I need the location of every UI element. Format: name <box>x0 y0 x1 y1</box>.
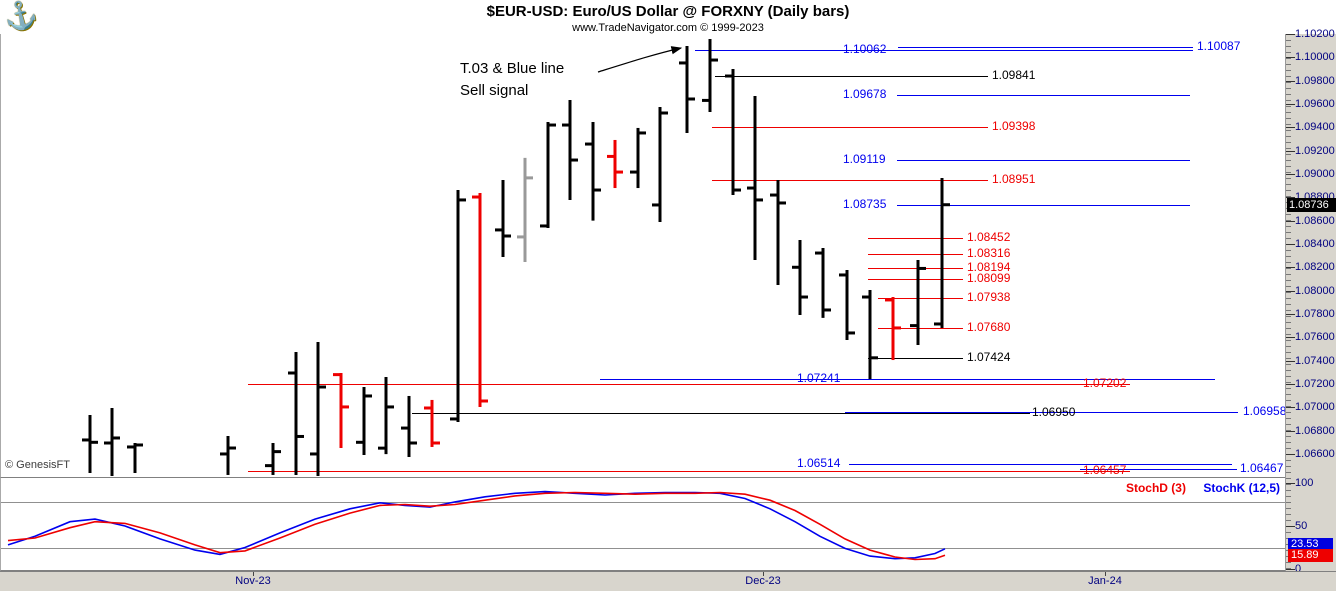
price-axis-tick-label: 1.06600 <box>1295 448 1335 460</box>
price-level-label: 1.10062 <box>843 42 887 56</box>
time-axis-label: Dec-23 <box>745 575 781 587</box>
stochk-value-badge: 23.53 <box>1288 538 1333 551</box>
stoch-axis-tick-label: 0 <box>1295 563 1302 575</box>
chart-title: $EUR-USD: Euro/US Dollar @ FORXNY (Daily… <box>486 3 850 20</box>
price-axis-tick <box>1286 314 1295 315</box>
price-level-label: 1.06514 <box>797 456 841 470</box>
price-axis-tick <box>1286 291 1295 292</box>
price-axis-tick-label: 1.08200 <box>1295 261 1335 273</box>
price-axis-tick-label: 1.10200 <box>1295 28 1335 40</box>
stoch-axis-tick <box>1286 483 1295 484</box>
price-axis-tick <box>1286 221 1295 222</box>
price-level-label: 1.07202 <box>1083 376 1127 390</box>
price-axis-tick <box>1286 384 1295 385</box>
price-level-label: 1.07424 <box>967 350 1011 364</box>
price-axis-tick <box>1286 361 1295 362</box>
price-axis-tick <box>1286 174 1295 175</box>
price-axis-tick-label: 1.09600 <box>1295 98 1335 110</box>
stochd-value-badge: 15.89 <box>1288 549 1333 562</box>
time-axis-scale[interactable]: Nov-23 Dec-23 Jan-24 <box>0 571 1336 591</box>
time-axis-label: Jan-24 <box>1088 575 1122 587</box>
price-axis-tick <box>1286 151 1295 152</box>
price-axis-tick-label: 1.09800 <box>1295 75 1335 87</box>
price-level-label: 1.08951 <box>992 172 1036 186</box>
time-axis-label: Nov-23 <box>235 575 271 587</box>
stoch-axis-tick <box>1286 569 1295 570</box>
price-level-label: 1.08316 <box>967 246 1011 260</box>
price-level-label: 1.08735 <box>843 197 887 211</box>
time-axis-tick <box>1105 572 1106 576</box>
price-axis-scale[interactable]: 1.10200 1.10000 1.09800 1.09600 1.09400 1.092… <box>1285 28 1336 591</box>
annotation-line1: T.03 & Blue line <box>460 60 565 77</box>
price-axis-tick <box>1286 337 1295 338</box>
price-axis-tick-label: 1.08600 <box>1295 215 1335 227</box>
price-level-label: 1.10087 <box>1197 39 1241 53</box>
price-axis-tick <box>1286 454 1295 455</box>
stoch-axis-minor-ticks <box>1286 478 1291 571</box>
price-level-label: 1.06467 <box>1240 461 1284 475</box>
annotation-line2: Sell signal <box>460 82 529 99</box>
stochastic-legend: StochD (3) StochK (12,5) <box>0 481 1280 495</box>
price-axis-tick <box>1286 244 1295 245</box>
stoch-axis-tick-label: 100 <box>1295 477 1314 489</box>
price-level-label: 1.07680 <box>967 320 1011 334</box>
price-level-label: 1.09841 <box>992 68 1036 82</box>
chart-subtitle: www.TradeNavigator.com © 1999-2023 <box>572 22 764 34</box>
price-axis-tick <box>1286 407 1295 408</box>
price-level-label: 1.07938 <box>967 290 1011 304</box>
stoch-gridline <box>1 548 1286 549</box>
price-axis-tick <box>1286 81 1295 82</box>
price-level-label: 1.06958 <box>1243 404 1287 418</box>
price-axis-tick-label: 1.07000 <box>1295 401 1335 413</box>
stoch-axis-tick <box>1286 526 1295 527</box>
price-axis-tick-label: 1.09000 <box>1295 168 1335 180</box>
sell-signal-annotation: T.03 & Blue line Sell signal <box>460 58 564 102</box>
last-price-badge: 1.08736 <box>1287 198 1336 212</box>
price-axis-tick-label: 1.07800 <box>1295 308 1335 320</box>
price-axis-tick <box>1286 127 1295 128</box>
price-axis-tick-label: 1.09200 <box>1295 145 1335 157</box>
price-level-label: 1.07241 <box>797 371 841 385</box>
genesisft-watermark: © GenesisFT <box>5 459 70 471</box>
time-axis-tick <box>763 572 764 576</box>
price-level-label: 1.09678 <box>843 87 887 101</box>
price-axis-tick <box>1286 57 1295 58</box>
price-axis-tick <box>1286 431 1295 432</box>
stoch-gridline <box>1 502 1286 503</box>
price-level-label: 1.06950 <box>1032 405 1076 419</box>
price-axis-tick-label: 1.06800 <box>1295 425 1335 437</box>
price-axis-tick <box>1286 197 1295 198</box>
price-axis-tick-label: 1.08400 <box>1295 238 1335 250</box>
price-level-label: 1.08452 <box>967 230 1011 244</box>
price-axis-tick-label: 1.07400 <box>1295 355 1335 367</box>
price-axis-tick-label: 1.07600 <box>1295 331 1335 343</box>
price-axis-tick-label: 1.07200 <box>1295 378 1335 390</box>
price-level-label: 1.09119 <box>843 152 886 166</box>
stoch-axis-tick-label: 50 <box>1295 520 1308 532</box>
time-axis-tick <box>253 572 254 576</box>
price-axis-tick <box>1286 104 1295 105</box>
price-level-label: 1.06457 <box>1083 463 1127 477</box>
price-axis-tick-label: 1.10000 <box>1295 51 1335 63</box>
price-axis-minor-ticks <box>1286 34 1291 477</box>
price-axis-tick-label: 1.09400 <box>1295 121 1335 133</box>
price-level-label: 1.09398 <box>992 119 1036 133</box>
legend-stochd-label[interactable]: StochD (3) <box>1125 481 1186 495</box>
price-chart-canvas[interactable] <box>0 34 1286 478</box>
price-axis-tick-label: 1.08000 <box>1295 285 1335 297</box>
price-level-label: 1.08099 <box>967 271 1011 285</box>
price-axis-tick <box>1286 267 1295 268</box>
price-level-label: 1.08194 <box>967 260 1011 274</box>
legend-stochk-label[interactable]: StochK (12,5) <box>1203 481 1280 495</box>
price-axis-tick <box>1286 34 1295 35</box>
